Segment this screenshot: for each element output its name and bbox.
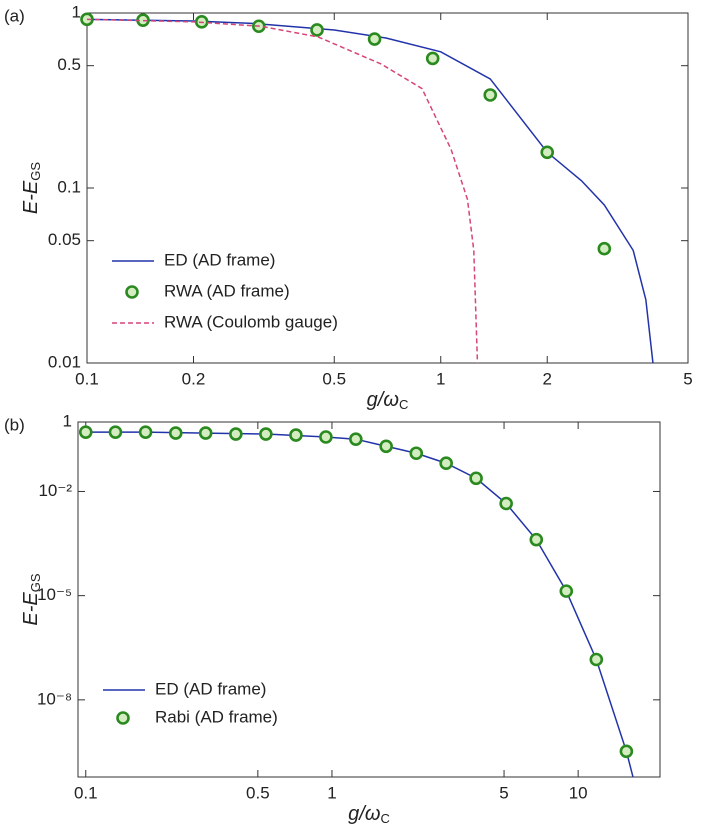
x-axis-label-sub: C bbox=[380, 811, 389, 826]
x-tick-label: 2 bbox=[542, 369, 551, 388]
x-tick-label: 0.1 bbox=[75, 369, 99, 388]
data-point bbox=[619, 744, 634, 759]
y-axis-label: E-EGS bbox=[20, 573, 43, 625]
data-point bbox=[540, 145, 555, 160]
data-point bbox=[229, 427, 243, 441]
plot-frame bbox=[86, 12, 689, 364]
y-tick-label: 0.05 bbox=[48, 230, 81, 249]
x-tick-label: 5 bbox=[683, 369, 692, 388]
panel-label: (b) bbox=[4, 415, 25, 434]
data-point bbox=[310, 23, 324, 37]
legend-label: ED (AD frame) bbox=[155, 679, 266, 698]
x-axis-label-main: g/ω bbox=[367, 389, 399, 411]
data-point bbox=[597, 241, 612, 256]
data-point bbox=[349, 432, 363, 446]
data-point bbox=[289, 428, 303, 442]
data-point bbox=[367, 32, 382, 46]
legend-label: ED (AD frame) bbox=[164, 250, 275, 269]
y-tick-label: 0.1 bbox=[57, 177, 81, 196]
x-axis-label: g/ωC bbox=[367, 389, 409, 412]
x-tick-label: 0.2 bbox=[182, 369, 206, 388]
data-point bbox=[80, 12, 94, 27]
legend-label: Rabi (AD frame) bbox=[155, 707, 278, 726]
data-point bbox=[439, 456, 453, 471]
x-tick-label: 0.5 bbox=[322, 369, 346, 388]
x-axis-label-sub: C bbox=[399, 397, 408, 412]
x-tick-label: 5 bbox=[499, 783, 508, 802]
y-tick-label: 10⁻² bbox=[38, 481, 72, 500]
data-point bbox=[589, 652, 604, 667]
data-point bbox=[78, 425, 93, 439]
y-axis-label: E-EGS bbox=[20, 162, 43, 214]
x-tick-label: 1 bbox=[436, 369, 445, 388]
y-tick-label: 1 bbox=[63, 411, 72, 430]
data-point bbox=[483, 88, 498, 102]
legend-marker bbox=[125, 285, 139, 299]
data-point bbox=[379, 439, 393, 454]
x-tick-label: 0.5 bbox=[246, 783, 270, 802]
x-axis-label-main: g/ω bbox=[348, 803, 380, 825]
y-tick-label: 0.5 bbox=[57, 55, 81, 74]
data-point bbox=[469, 471, 483, 486]
x-tick-label: 10 bbox=[569, 783, 588, 802]
data-point bbox=[499, 496, 513, 511]
data-point bbox=[409, 446, 424, 461]
data-point bbox=[198, 426, 213, 440]
y-axis-label-main: E-E bbox=[20, 592, 42, 626]
y-tick-label: 1 bbox=[72, 2, 81, 21]
data-point bbox=[319, 430, 333, 444]
y-axis-label-sub: GS bbox=[28, 162, 43, 181]
data-line bbox=[86, 18, 479, 364]
panel-label: (a) bbox=[4, 6, 25, 25]
y-axis-label-sub: GS bbox=[28, 573, 43, 592]
data-point bbox=[259, 427, 273, 441]
legend-marker bbox=[116, 711, 130, 725]
data-point bbox=[168, 426, 183, 440]
data-point bbox=[425, 51, 440, 66]
y-tick-label: 10⁻⁸ bbox=[37, 689, 72, 708]
x-tick-label: 1 bbox=[327, 783, 336, 802]
x-tick-label: 0.1 bbox=[74, 783, 98, 802]
y-axis-label-main: E-E bbox=[20, 180, 42, 214]
plot-frame bbox=[77, 421, 661, 778]
data-point bbox=[559, 584, 574, 598]
data-point bbox=[108, 425, 123, 439]
y-tick-label: 0.01 bbox=[48, 352, 81, 371]
y-tick-label: 10⁻⁵ bbox=[37, 585, 72, 604]
legend-label: RWA (AD frame) bbox=[164, 281, 290, 300]
legend-label: RWA (Coulomb gauge) bbox=[164, 312, 338, 331]
data-point bbox=[529, 532, 544, 547]
x-axis-label: g/ωC bbox=[348, 803, 390, 826]
data-point bbox=[138, 425, 153, 439]
data-line bbox=[86, 18, 654, 364]
